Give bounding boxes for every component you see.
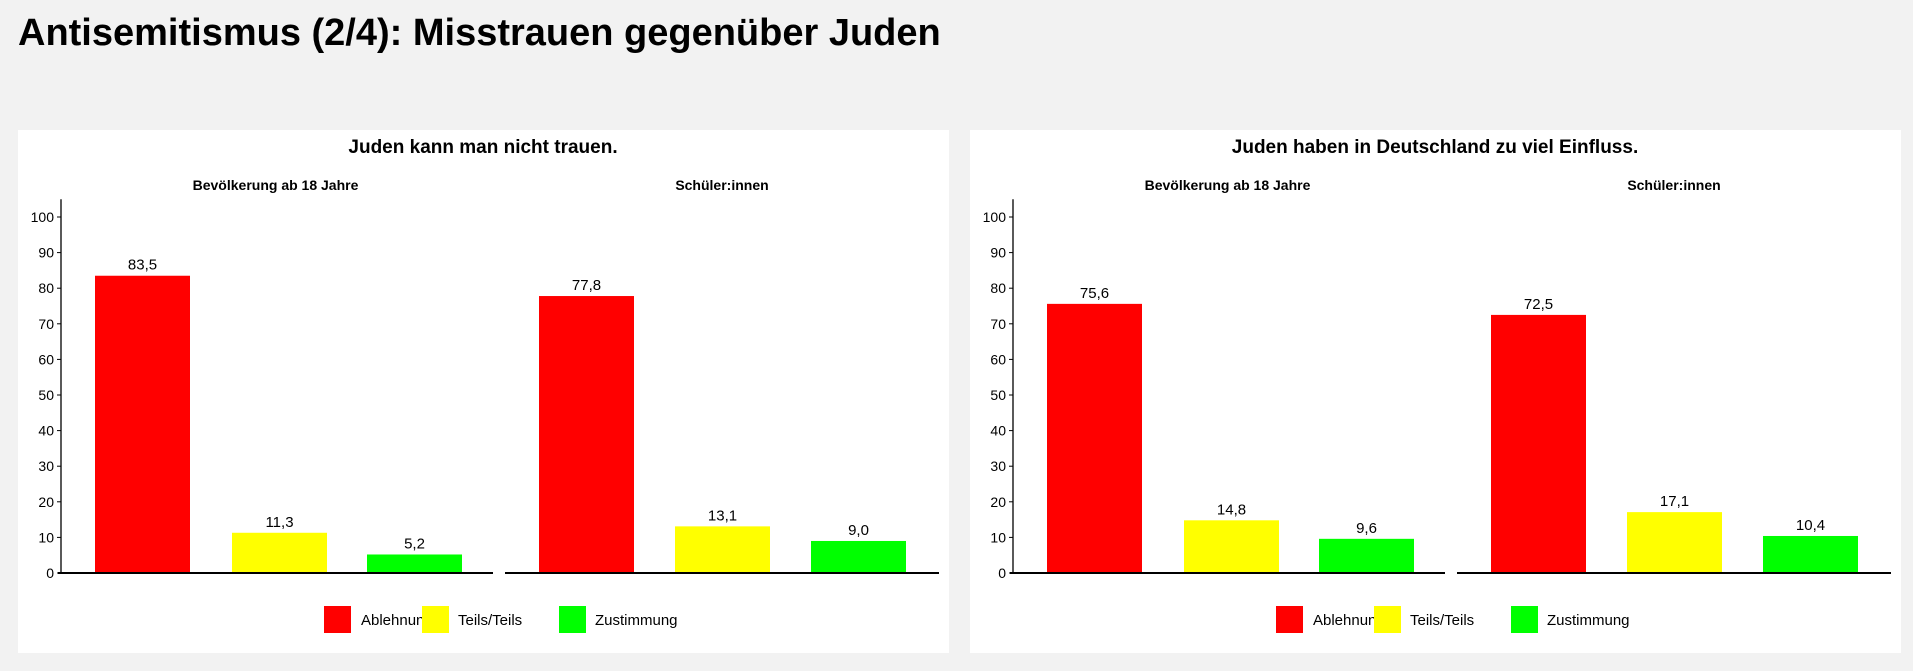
- y-tick-label: 60: [990, 351, 1006, 367]
- legend-label: Ablehnung: [1313, 612, 1385, 629]
- bar-chart: Juden kann man nicht trauen. 0 10 20 30 40 50 6…: [31, 137, 939, 633]
- bar-teils-teils: [1184, 520, 1279, 573]
- bar-value-label: 83,5: [128, 257, 157, 274]
- y-tick-label: 30: [990, 458, 1006, 474]
- chart-title: Juden kann man nicht trauen.: [348, 137, 617, 158]
- bar-ablehnung: [95, 275, 190, 573]
- y-tick-label: 50: [38, 387, 54, 403]
- legend-swatch: [559, 606, 586, 633]
- y-tick-label: 40: [38, 423, 54, 439]
- bar-ablehnung: [1491, 314, 1586, 573]
- bar-value-label: 75,6: [1080, 285, 1109, 302]
- y-tick-label: 20: [38, 494, 54, 510]
- facet-label: Schüler:innen: [675, 177, 768, 193]
- bar-zustimmung: [811, 540, 906, 573]
- bar-zustimmung: [1319, 538, 1414, 573]
- bar-value-label: 13,1: [708, 507, 737, 524]
- bar-ablehnung: [539, 296, 634, 573]
- bar-value-label: 11,3: [265, 514, 293, 531]
- bar-value-label: 10,4: [1796, 517, 1825, 534]
- bar-teils-teils: [675, 526, 770, 573]
- legend-label: Teils/Teils: [1410, 612, 1474, 629]
- bar-chart: Juden haben in Deutschland zu viel Einfl…: [983, 137, 1891, 633]
- y-tick-label: 80: [990, 280, 1006, 296]
- bar-value-label: 72,5: [1524, 296, 1553, 313]
- bar-value-label: 14,8: [1217, 501, 1246, 518]
- bar-value-label: 77,8: [572, 277, 601, 294]
- bar-value-label: 9,6: [1356, 520, 1377, 537]
- bar-value-label: 5,2: [404, 535, 425, 552]
- y-tick-label: 30: [38, 458, 54, 474]
- legend-swatch: [1511, 606, 1538, 633]
- legend-label: Zustimmung: [595, 612, 678, 629]
- y-tick-label: 70: [990, 316, 1006, 332]
- y-tick-label: 0: [998, 565, 1006, 581]
- facet-label: Schüler:innen: [1627, 177, 1720, 193]
- y-tick-label: 10: [990, 529, 1006, 545]
- legend-swatch: [1374, 606, 1401, 633]
- legend-label: Zustimmung: [1547, 612, 1630, 629]
- y-tick-label: 20: [990, 494, 1006, 510]
- chart-panel-influence: Juden haben in Deutschland zu viel Einfl…: [970, 130, 1901, 653]
- chart-panel-trust: Juden kann man nicht trauen. 0 10 20 30 40 50 6…: [18, 130, 949, 653]
- legend-swatch: [324, 606, 351, 633]
- bar-ablehnung: [1047, 303, 1142, 573]
- bar-zustimmung: [367, 554, 462, 573]
- page-title: Antisemitismus (2/4): Misstrauen gegenüb…: [18, 12, 941, 54]
- y-tick-label: 100: [31, 209, 55, 225]
- bar-teils-teils: [232, 532, 327, 573]
- facet-label: Bevölkerung ab 18 Jahre: [1145, 177, 1311, 193]
- chart-title: Juden haben in Deutschland zu viel Einfl…: [1232, 137, 1638, 158]
- y-tick-label: 80: [38, 280, 54, 296]
- bar-teils-teils: [1627, 512, 1722, 573]
- facet-label: Bevölkerung ab 18 Jahre: [193, 177, 359, 193]
- y-tick-label: 50: [990, 387, 1006, 403]
- legend-swatch: [1276, 606, 1303, 633]
- y-tick-label: 90: [990, 245, 1006, 261]
- y-tick-label: 10: [38, 529, 54, 545]
- y-tick-label: 90: [38, 245, 54, 261]
- legend-label: Ablehnung: [361, 612, 433, 629]
- y-tick-label: 40: [990, 423, 1006, 439]
- legend-swatch: [422, 606, 449, 633]
- y-tick-label: 70: [38, 316, 54, 332]
- bar-value-label: 9,0: [848, 522, 869, 539]
- y-tick-label: 0: [46, 565, 54, 581]
- y-tick-label: 60: [38, 351, 54, 367]
- bar-zustimmung: [1763, 535, 1858, 573]
- bar-value-label: 17,1: [1660, 493, 1689, 510]
- y-tick-label: 100: [983, 209, 1007, 225]
- legend-label: Teils/Teils: [458, 612, 522, 629]
